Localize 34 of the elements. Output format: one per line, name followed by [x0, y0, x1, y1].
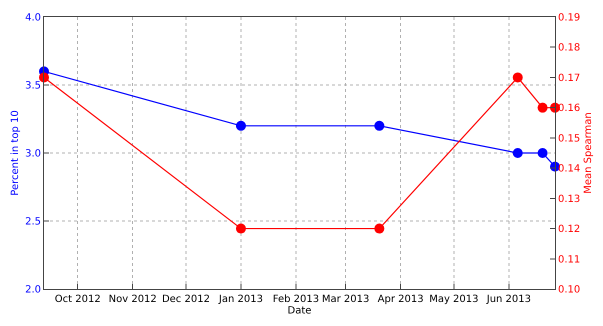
y-tick-label: 2.0: [25, 284, 41, 296]
x-tick-label: May 2013: [429, 294, 479, 305]
y-tick-label: 2.5: [25, 216, 41, 228]
y2-tick-label: 0.17: [558, 72, 580, 84]
x-tick-label: Feb 2013: [272, 294, 320, 305]
y2-tick-label: 0.15: [558, 133, 580, 144]
point: [236, 120, 246, 131]
point: [538, 102, 548, 113]
point: [236, 224, 246, 234]
x-tick-label: Apr 2013: [378, 294, 424, 305]
point: [374, 224, 384, 234]
x-tick-label: Jun 2013: [486, 294, 532, 305]
y2-tick-label: 0.13: [558, 194, 580, 205]
x-tick-label: Jan 2013: [218, 294, 263, 305]
point: [512, 148, 523, 158]
y2-tick-label: 0.18: [558, 42, 580, 54]
y-axis-title: Percent in top 10: [10, 110, 22, 196]
y2-tick-label: 0.12: [558, 224, 580, 236]
point: [512, 72, 523, 82]
point: [374, 120, 384, 131]
y2-tick-label: 0.10: [558, 284, 580, 296]
x-tick-label: Mar 2013: [322, 294, 370, 305]
y-tick-label: 3.5: [25, 80, 41, 92]
y-tick-label: 3.0: [25, 148, 41, 160]
y2-tick-label: 0.11: [558, 254, 580, 266]
y-tick-label: 4.0: [25, 12, 41, 24]
y2-axis-title: Mean Spearman: [582, 112, 594, 194]
point: [538, 148, 548, 158]
x-tick-label: Oct 2012: [54, 294, 101, 305]
x-tick-label: Dec 2012: [162, 294, 210, 305]
y2-tick-label: 0.14: [558, 164, 580, 175]
x-axis-title: Date: [288, 306, 312, 316]
x-tick-label: Nov 2012: [108, 294, 157, 305]
y2-tick-label: 0.19: [558, 12, 580, 24]
